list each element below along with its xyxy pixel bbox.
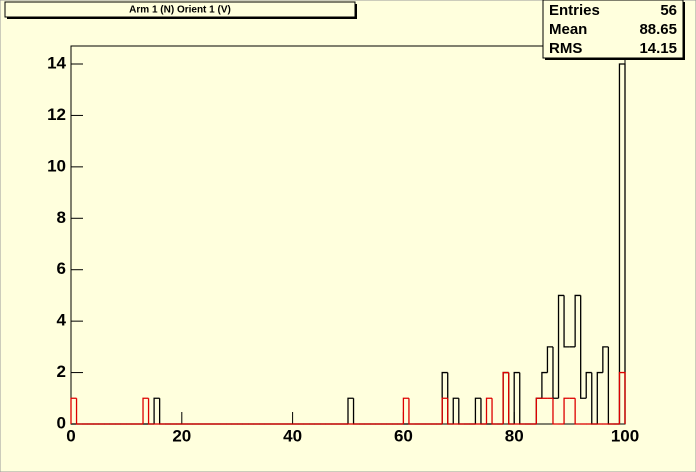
histogram-bin <box>75 398 83 425</box>
histogram-bin <box>574 398 581 425</box>
histogram-bin <box>618 63 626 424</box>
histogram-bin <box>408 398 415 425</box>
histogram-bin <box>580 295 587 399</box>
x-tick-label: 40 <box>283 426 302 445</box>
y-tick-label: 8 <box>57 208 66 227</box>
y-tick-label: 0 <box>57 413 66 432</box>
chart-title: Arm 1 (N) Orient 1 (V) <box>129 5 231 16</box>
histogram-bin <box>618 371 626 424</box>
x-tick-label: 20 <box>172 426 191 445</box>
x-tick-label: 60 <box>394 426 413 445</box>
histogram-bin <box>452 397 459 424</box>
stat-label: Entries <box>549 2 600 19</box>
histogram-bin <box>441 397 448 424</box>
title-box <box>4 1 356 18</box>
histogram-bin <box>491 398 498 425</box>
stat-value: 88.65 <box>639 21 677 38</box>
histogram-bin <box>585 371 592 399</box>
histogram-bin <box>474 397 481 424</box>
x-tick-label: 100 <box>611 426 639 445</box>
y-tick-label: 14 <box>47 53 66 72</box>
histogram-bin <box>596 371 603 424</box>
y-tick-label: 2 <box>57 362 66 381</box>
histogram-bin <box>347 397 354 424</box>
stat-value: 14.15 <box>639 40 677 57</box>
histogram-bin <box>552 398 559 425</box>
frame <box>70 45 626 425</box>
histogram-bin <box>502 371 509 424</box>
stats: Entries 56 Mean 88.65 RMS 14.15 <box>549 2 677 57</box>
histogram-bin <box>485 397 493 424</box>
histogram-bin <box>142 397 149 424</box>
histogram-bin <box>508 372 515 425</box>
y-tick-label: 12 <box>47 105 66 124</box>
y-tick-label: 6 <box>57 259 66 278</box>
histogram-bin <box>546 346 553 373</box>
x-tick-label: 0 <box>66 426 75 445</box>
histogram-bin <box>541 371 548 399</box>
stats-box <box>542 0 684 59</box>
histogram-bin <box>513 371 520 424</box>
y-tick-label: 4 <box>57 311 67 330</box>
histogram-bin <box>153 397 160 424</box>
histogram-bin <box>602 346 609 373</box>
histogram-bin <box>447 398 454 425</box>
stat-label: RMS <box>549 40 582 57</box>
stat-value: 56 <box>660 2 677 19</box>
histogram-bin <box>563 397 570 424</box>
x-tick-label: 80 <box>505 426 524 445</box>
stat-label: Mean <box>549 21 587 38</box>
y-tick-label: 10 <box>47 156 66 175</box>
histogram-bin <box>557 294 565 399</box>
plot: 0 2 4 6 8 10 12 14 0 20 40 60 80 100 <box>47 53 639 445</box>
histogram-bin <box>70 397 77 424</box>
histogram-bin <box>563 295 570 348</box>
histogram-bin <box>535 397 542 424</box>
histogram-bin <box>147 398 155 425</box>
histogram-bin <box>574 294 581 347</box>
histogram-bin <box>402 397 409 424</box>
